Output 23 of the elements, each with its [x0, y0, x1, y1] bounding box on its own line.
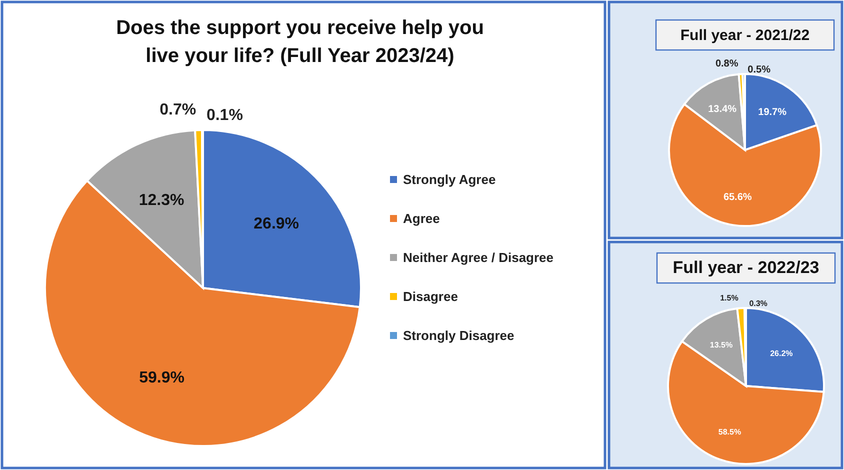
chart-title: Full year - 2022/23	[672, 258, 820, 277]
legend-label: Agree	[403, 211, 440, 226]
data-label: 0.3%	[749, 299, 768, 308]
data-label: 58.5%	[718, 427, 742, 436]
data-label: 0.7%	[160, 101, 196, 118]
data-label: 65.6%	[723, 192, 752, 204]
chart-title: Does the support you receive help you live your life? (Full Year 2023/24)	[116, 17, 484, 67]
data-label: 13.4%	[708, 104, 737, 116]
data-label: 0.8%	[715, 58, 738, 70]
legend-label: Neither Agree / Disagree	[403, 250, 554, 265]
legend-label: Strongly Agree	[403, 172, 496, 187]
data-label: 26.2%	[770, 348, 793, 358]
legend-label: Disagree	[403, 289, 458, 304]
chart-title: Full year - 2021/22	[680, 27, 810, 44]
data-label: 19.7%	[758, 107, 787, 118]
legend-label: Strongly Disagree	[403, 328, 514, 343]
data-label: 13.5%	[710, 340, 733, 350]
data-label: 59.9%	[139, 369, 184, 386]
data-label: 26.9%	[254, 216, 300, 233]
data-label: 0.5%	[748, 64, 771, 76]
data-label: 0.1%	[206, 107, 243, 124]
data-label: 12.3%	[138, 192, 184, 209]
data-label: 1.5%	[720, 293, 738, 302]
